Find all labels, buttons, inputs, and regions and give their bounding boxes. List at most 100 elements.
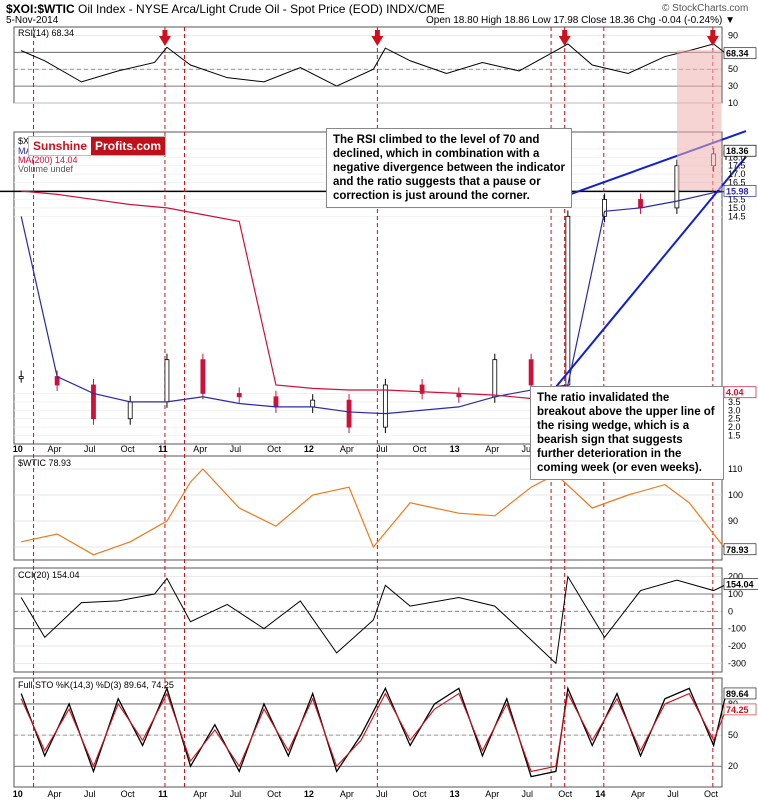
red-down-arrow-marker [706, 36, 719, 46]
symbol-description: Oil Index - NYSE Arca/Light Crude Oil - … [78, 2, 445, 16]
y-tick-label: 20 [728, 761, 738, 771]
x-tick-label: Apr [340, 789, 354, 799]
x-tick-label: Apr [485, 789, 499, 799]
red-down-arrow-stem [562, 30, 568, 37]
y-tick-label: 18.0 [728, 152, 746, 162]
y-tick-label: 17.5 [728, 161, 746, 171]
y-tick-label: 0 [728, 606, 733, 616]
chart-date: 5-Nov-2014 [6, 15, 59, 26]
y-tick-label: -300 [728, 658, 746, 668]
x-tick-label: 11 [158, 789, 168, 799]
x-tick-label: Oct [267, 789, 282, 799]
red-down-arrow-stem [162, 30, 168, 37]
price-candle [638, 199, 643, 209]
x-tick-label: Oct [413, 789, 428, 799]
price-legend-item: Volume undef [18, 164, 74, 174]
rsi-title: RSI(14) 68.34 [18, 28, 74, 38]
price-candle [346, 399, 352, 428]
wtic-last-box [723, 543, 757, 556]
x-tick-label: Oct [267, 444, 282, 454]
price-candle [419, 384, 425, 394]
divergence-highlight [676, 50, 722, 190]
price-last-label-ma50: 15.98 [726, 186, 749, 196]
sto-last-box [723, 703, 757, 716]
symbol-label: $XOI:$WTIC [6, 2, 75, 16]
y-tick-label: 90 [728, 30, 738, 40]
x-tick-label: Apr [193, 789, 207, 799]
x-tick-label: Jul [84, 789, 96, 799]
x-tick-label: 11 [158, 444, 168, 454]
x-tick-label: Apr [48, 444, 62, 454]
rsi-last-label: 68.34 [726, 49, 749, 59]
cci-title: CCI(20) 154.04 [18, 570, 80, 580]
y-tick-label: -100 [728, 624, 746, 634]
red-down-arrow-marker [371, 36, 384, 46]
y-tick-label: 14.5 [728, 211, 746, 221]
red-down-arrow-stem [710, 30, 716, 37]
x-tick-label: Jul [84, 444, 96, 454]
cci-last-box [723, 578, 758, 590]
wtic-line [21, 468, 727, 556]
x-tick-label: Jul [522, 789, 534, 799]
sto-title: Full STO %K(14,3) %D(3) 89.64, 74.25 [18, 680, 174, 690]
price-last-box [723, 386, 757, 399]
x-tick-label: Oct [558, 789, 573, 799]
x-tick-label: Apr [48, 789, 62, 799]
y-tick-label: 3.5 [728, 397, 741, 407]
sunshine-profits-logo: Sunshine Profits.com [28, 136, 167, 156]
x-tick-label: 12 [304, 789, 314, 799]
y-tick-label: 17.0 [728, 169, 746, 179]
sto-d-line [20, 691, 727, 773]
price-candle [310, 399, 316, 408]
x-tick-label: Oct [413, 444, 428, 454]
wtic-title: $WTIC 78.93 [18, 458, 71, 468]
y-tick-label: 2.0 [728, 422, 741, 432]
x-tick-label: Oct [121, 444, 136, 454]
price-candle [91, 384, 96, 420]
price-candle [492, 359, 498, 398]
y-tick-label: 15.0 [728, 203, 746, 213]
y-tick-label: 1.5 [728, 431, 741, 441]
x-tick-label: 12 [304, 444, 314, 454]
chart-header: $XOI:$WTIC Oil Index - NYSE Arca/Light C… [6, 2, 445, 16]
panel-frame-3 [13, 567, 723, 673]
x-tick-label: Apr [193, 444, 207, 454]
y-tick-label: 10 [728, 98, 738, 108]
rsi-last-box [723, 47, 757, 60]
sto-k-line [20, 685, 727, 778]
price-candle [127, 401, 133, 420]
y-tick-label: 2.5 [728, 414, 741, 424]
panel-frame-0 [13, 26, 723, 104]
sto-last-label-d: 74.25 [726, 705, 749, 715]
breakout-annotation: The ratio invalidated the breakout above… [530, 386, 724, 480]
rsi-line [20, 43, 727, 87]
wtic-last-label: 78.93 [726, 545, 749, 555]
y-tick-label: 50 [728, 730, 738, 740]
price-last-label-ma200: 4.04 [726, 388, 744, 398]
x-tick-label: Apr [631, 789, 645, 799]
rsi-annotation: The RSI climbed to the level of 70 and d… [326, 128, 572, 208]
x-tick-label: Jul [376, 444, 388, 454]
price-candle [236, 393, 242, 398]
x-tick-label: 10 [13, 789, 23, 799]
price-last-box [723, 185, 757, 197]
price-candle [273, 396, 279, 408]
y-tick-label: -200 [728, 641, 746, 651]
x-tick-label: Apr [485, 444, 499, 454]
price-last-box [723, 144, 757, 157]
y-tick-label: 100 [728, 490, 743, 500]
price-candle [602, 199, 607, 217]
stockcharts-credit: © StockCharts.com [662, 3, 749, 14]
logo-text-sunshine: Sunshine [33, 139, 88, 153]
x-tick-label: Jul [376, 789, 388, 799]
x-tick-label: Jul [230, 444, 242, 454]
x-tick-label: Jul [522, 444, 534, 454]
peak-markers [158, 30, 719, 46]
price-candle [18, 376, 24, 379]
x-tick-label: Jul [667, 789, 679, 799]
logo-text-profits: Profits.com [91, 137, 166, 155]
price-legend-item: MA(200) 14.04 [18, 155, 78, 165]
x-tick-label: Jul [230, 789, 242, 799]
red-down-arrow-marker [158, 36, 171, 46]
cci-last-label: 154.04 [726, 580, 754, 590]
